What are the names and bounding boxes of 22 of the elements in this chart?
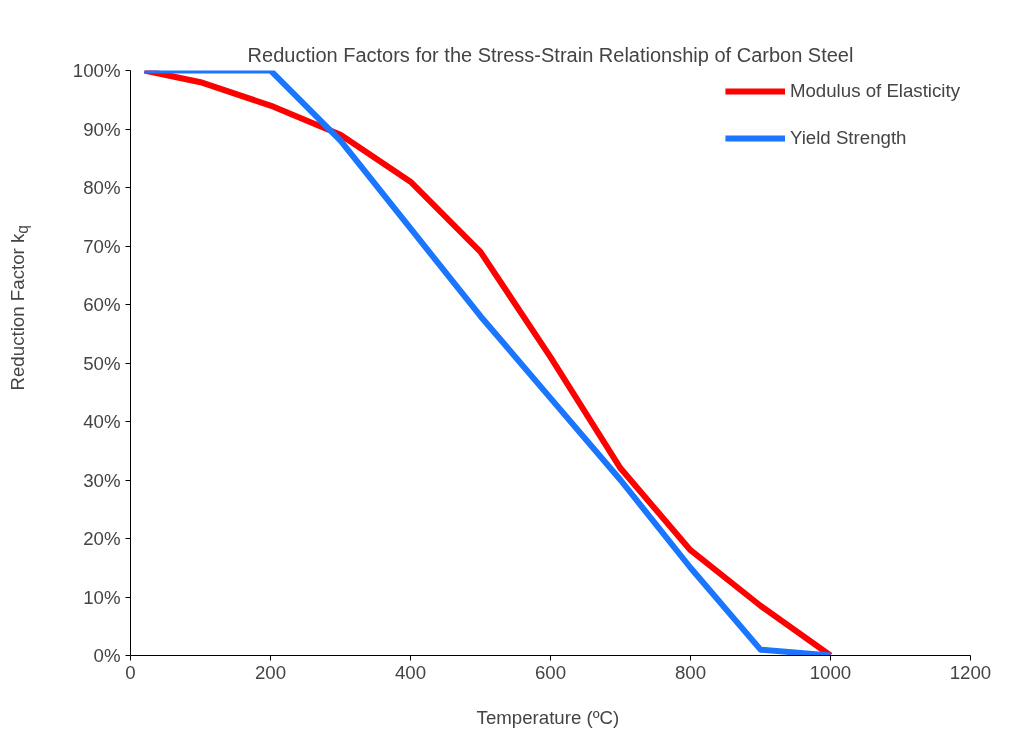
y-tick-label: 60%	[83, 294, 121, 315]
x-tick-label: 800	[674, 661, 707, 683]
chart-title: Reduction Factors for the Stress-Strain Relationship of Carbon Steel	[247, 43, 854, 66]
x-tick-label: 600	[534, 661, 567, 683]
y-tick-label: 20%	[83, 528, 121, 549]
x-tick-label: 400	[394, 661, 427, 683]
x-tick-label: 1000	[809, 661, 852, 683]
y-tick-label: 40%	[83, 411, 121, 432]
y-tick-label: 100%	[72, 60, 121, 81]
y-tick-label: 10%	[83, 586, 121, 608]
x-axis-title: Temperature (ºC)	[476, 706, 620, 728]
legend-label: Modulus of Elasticity	[789, 80, 960, 102]
x-tick-label: 200	[254, 661, 287, 683]
x-tick-label: 0	[125, 661, 136, 683]
y-tick-label: 30%	[83, 469, 121, 491]
y-tick-label: 50%	[83, 352, 121, 374]
y-tick-label: 70%	[83, 235, 121, 257]
x-tick-label: 1200	[949, 661, 992, 683]
legend-label: Yield Strength	[789, 127, 907, 149]
y-tick-label: 90%	[83, 118, 121, 140]
y-tick-label: 80%	[83, 177, 121, 198]
y-tick-label: 0%	[93, 645, 121, 666]
